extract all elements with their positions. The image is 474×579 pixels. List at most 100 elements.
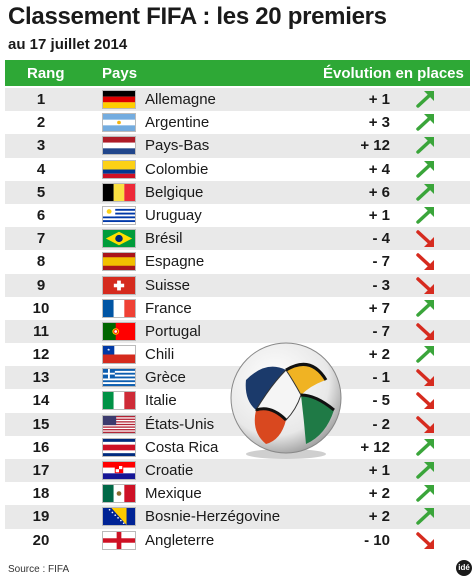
flag-switzerland-icon	[102, 275, 136, 295]
table-row: 6 Uruguay + 1	[5, 204, 470, 227]
evolution-cell: - 3	[372, 276, 390, 294]
rank-cell: 18	[32, 485, 50, 503]
country-cell: Pays-Bas	[145, 137, 210, 155]
country-cell: États-Unis	[145, 415, 215, 433]
flag-argentina-icon	[102, 113, 136, 133]
arrow-down-right-icon	[415, 276, 437, 295]
country-cell: Belgique	[145, 183, 204, 201]
country-cell: Chili	[145, 346, 175, 364]
table-row: 3 Pays-Bas + 12	[5, 134, 470, 158]
evolution-cell: + 2	[368, 346, 390, 364]
page-title: Classement FIFA : les 20 premiers	[8, 3, 387, 30]
country-cell: Mexique	[145, 485, 202, 503]
flag-spain-icon	[102, 252, 136, 272]
evolution-cell: + 2	[368, 508, 390, 526]
flag-usa-icon	[102, 414, 136, 434]
arrow-down-right-icon	[415, 368, 437, 387]
rank-cell: 15	[32, 415, 50, 433]
country-cell: Allemagne	[145, 91, 216, 108]
evolution-cell: + 7	[368, 299, 390, 317]
rank-cell: 16	[32, 438, 50, 456]
table-row: 1 Allemagne + 1	[5, 88, 470, 112]
rank-cell: 4	[36, 160, 46, 178]
flag-chile-icon	[102, 345, 136, 365]
table-row: 7 Brésil - 4	[5, 227, 470, 251]
rank-cell: 17	[32, 462, 50, 479]
evolution-cell: - 4	[372, 230, 390, 248]
page-subtitle: au 17 juillet 2014	[8, 36, 128, 53]
table-row: 16 Costa Rica + 12	[5, 436, 470, 459]
flag-germany-icon	[102, 90, 136, 109]
country-cell: Grèce	[145, 369, 186, 387]
arrow-down-right-icon	[415, 415, 437, 434]
arrow-up-right-icon	[415, 345, 437, 364]
arrow-up-right-icon	[415, 461, 437, 480]
country-cell: Colombie	[145, 160, 209, 178]
evolution-cell: + 1	[368, 462, 390, 479]
arrow-up-right-icon	[415, 438, 437, 457]
rank-cell: 3	[36, 137, 46, 155]
table-row: 2 Argentine + 3	[5, 111, 470, 134]
evolution-cell: + 1	[368, 91, 390, 108]
table-row: 5 Belgique + 6	[5, 180, 470, 204]
evolution-cell: - 7	[372, 253, 390, 271]
evolution-cell: - 1	[372, 369, 390, 387]
table-header: Rang Pays Évolution en places	[5, 60, 470, 86]
flag-greece-icon	[102, 368, 136, 388]
flag-belgium-icon	[102, 182, 136, 202]
rank-cell: 8	[36, 253, 46, 271]
table-row: 20 Angleterre - 10	[5, 529, 470, 552]
logo: idé	[456, 560, 472, 576]
country-cell: Croatie	[145, 462, 194, 479]
arrow-down-right-icon	[415, 229, 437, 248]
arrow-up-right-icon	[415, 507, 437, 526]
arrow-down-right-icon	[415, 252, 437, 271]
country-cell: Uruguay	[145, 206, 202, 224]
country-cell: Italie	[145, 392, 177, 410]
table-row: 10 France + 7	[5, 297, 470, 320]
rank-cell: 9	[36, 276, 46, 294]
evolution-cell: - 5	[372, 392, 390, 410]
country-cell: Angleterre	[145, 531, 215, 549]
evolution-cell: + 4	[368, 160, 390, 178]
evolution-cell: + 6	[368, 183, 390, 201]
evolution-cell: + 1	[368, 206, 390, 224]
table-row: 17 Croatie + 1	[5, 459, 470, 483]
flag-bosnia-icon	[102, 507, 136, 527]
rank-cell: 14	[32, 392, 50, 410]
rank-cell: 12	[32, 346, 50, 364]
rank-cell: 13	[32, 369, 50, 387]
country-cell: France	[145, 299, 192, 317]
flag-colombia-icon	[102, 159, 136, 179]
evolution-cell: + 12	[360, 438, 390, 456]
country-cell: Bosnie-Herzégovine	[145, 508, 281, 526]
flag-france-icon	[102, 298, 136, 318]
flag-croatia-icon	[102, 461, 136, 480]
arrow-down-right-icon	[415, 322, 437, 341]
table-row: 4 Colombie + 4	[5, 158, 470, 181]
evolution-cell: - 10	[364, 531, 390, 549]
rank-cell: 1	[36, 91, 46, 108]
table-row: 19 Bosnie-Herzégovine + 2	[5, 505, 470, 529]
table-row: 8 Espagne - 7	[5, 250, 470, 273]
arrow-up-right-icon	[415, 160, 437, 179]
table-row: 14 Italie - 5	[5, 389, 470, 412]
arrow-up-right-icon	[415, 299, 437, 318]
arrow-down-right-icon	[415, 531, 437, 550]
evolution-cell: - 7	[372, 322, 390, 340]
flag-netherlands-icon	[102, 136, 136, 156]
evolution-cell: + 2	[368, 485, 390, 503]
arrow-up-right-icon	[415, 90, 437, 109]
arrow-down-right-icon	[415, 391, 437, 410]
rank-cell: 2	[36, 114, 46, 132]
rank-cell: 5	[36, 183, 46, 201]
header-rank: Rang	[27, 65, 65, 82]
football-icon	[230, 342, 342, 459]
flag-costa-rica-icon	[102, 437, 136, 457]
flag-mexico-icon	[102, 484, 136, 504]
table-row: 9 Suisse - 3	[5, 273, 470, 297]
evolution-cell: - 2	[372, 415, 390, 433]
country-cell: Suisse	[145, 276, 191, 294]
table-row: 18 Mexique + 2	[5, 482, 470, 505]
rank-cell: 7	[36, 230, 46, 248]
